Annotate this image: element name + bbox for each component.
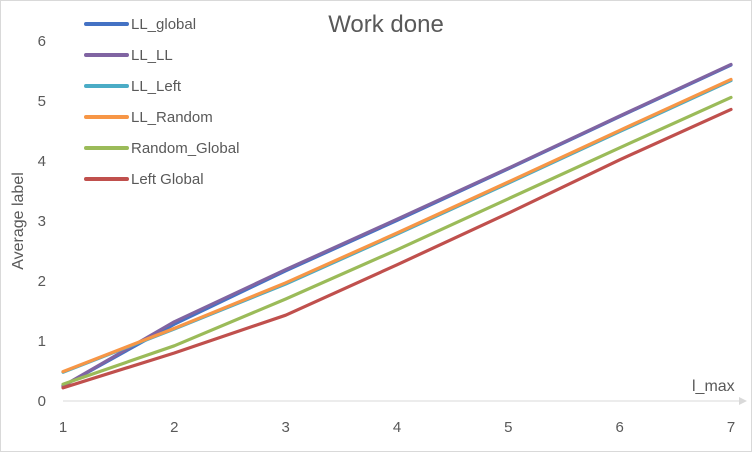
legend-label: LL_global	[131, 16, 196, 33]
y-tick-label: 3	[38, 213, 46, 230]
x-axis-label: l_max	[692, 378, 735, 395]
legend-label: LL_Random	[131, 109, 213, 126]
series-line-ll-ll	[61, 62, 733, 388]
x-tick-label: 2	[170, 419, 178, 436]
y-tick-label: 5	[38, 93, 46, 110]
legend-label: Left Global	[131, 171, 204, 188]
legend-label: LL_LL	[131, 47, 173, 64]
series-line-ll-random	[61, 77, 733, 374]
legend-label: LL_Left	[131, 78, 182, 95]
chart-title: Work done	[328, 11, 444, 38]
x-tick-label: 3	[281, 419, 289, 436]
y-tick-label: 4	[38, 153, 46, 170]
legend-label: Random_Global	[131, 140, 239, 157]
x-tick-label: 4	[393, 419, 401, 436]
x-tick-label: 1	[59, 419, 67, 436]
series-line-left-global	[61, 107, 733, 390]
x-tick-label: 5	[504, 419, 512, 436]
y-tick-label: 2	[38, 273, 46, 290]
x-tick-label: 7	[727, 419, 735, 436]
y-tick-label: 6	[38, 33, 46, 50]
x-axis-arrow	[739, 397, 747, 405]
y-tick-label: 0	[38, 393, 46, 410]
y-axis-label: Average label	[10, 172, 27, 270]
x-tick-label: 6	[615, 419, 623, 436]
series-line-random-global	[61, 95, 733, 386]
legend: LL_global LL_LL LL_Left LL_Random Random_Glo…	[84, 16, 239, 188]
series-lines	[61, 62, 733, 390]
y-tick-label: 1	[38, 333, 46, 350]
